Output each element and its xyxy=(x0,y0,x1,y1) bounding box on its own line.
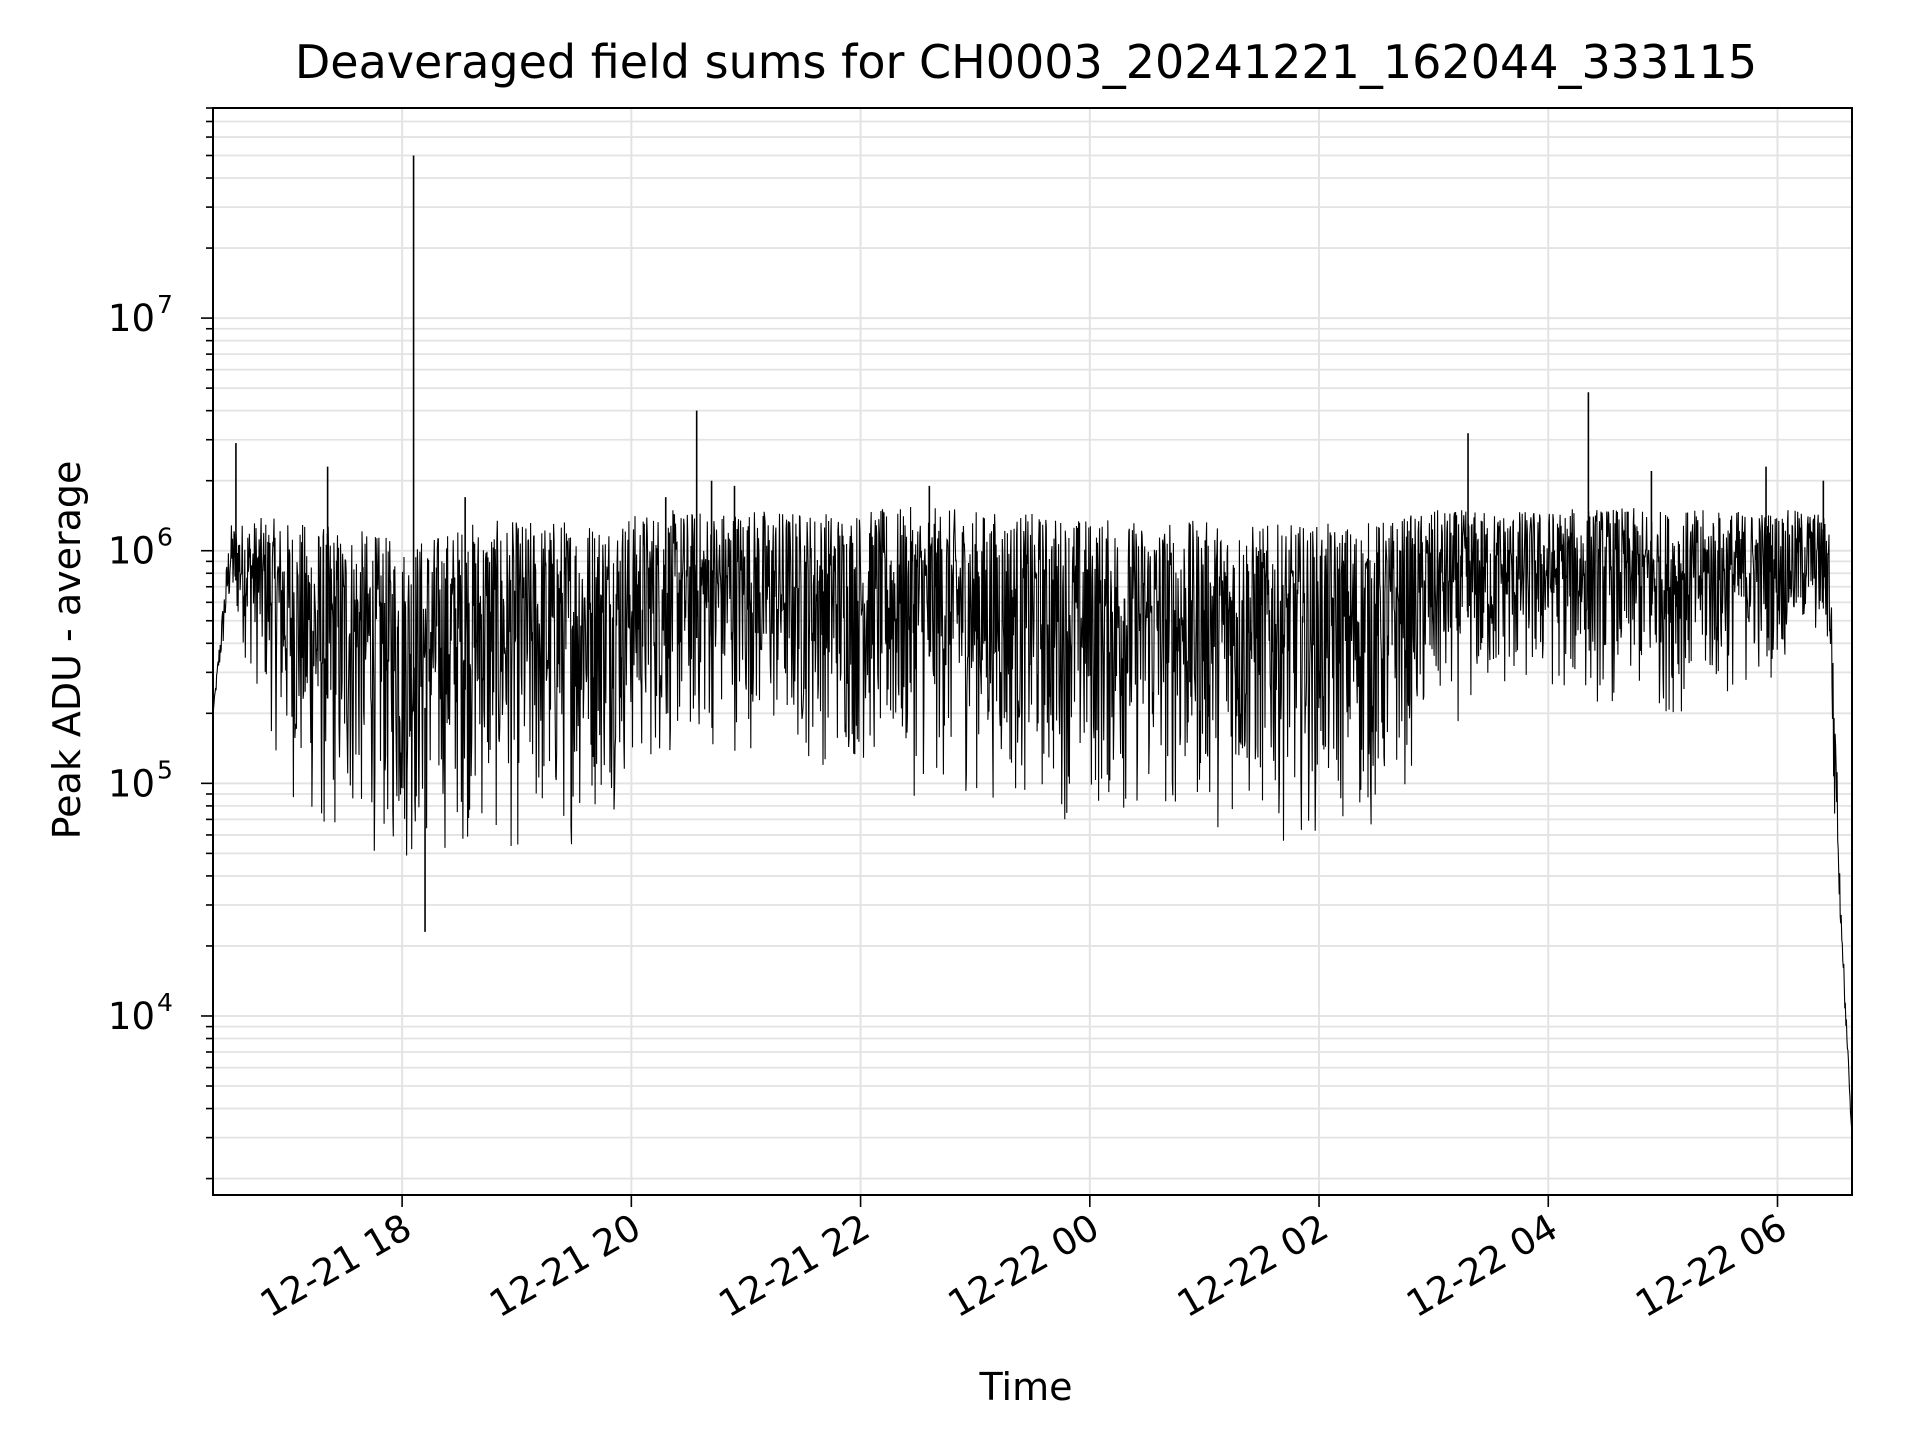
y-tick-label: 10 xyxy=(108,762,155,805)
data-layer xyxy=(212,155,1853,1138)
y-tick-label: 10 xyxy=(108,530,155,573)
y-tick-label: 10 xyxy=(108,297,155,340)
chart-title: Deaveraged field sums for CH0003_2024122… xyxy=(295,35,1757,89)
x-axis-label: Time xyxy=(979,1365,1073,1409)
series-line xyxy=(212,506,1853,1138)
plot-frame xyxy=(212,107,1853,1196)
y-tick-exponent: 7 xyxy=(157,290,173,319)
y-axis-label: Peak ADU - average xyxy=(45,461,89,840)
y-tick-exponent: 4 xyxy=(157,988,173,1017)
y-tick-label: 10 xyxy=(108,995,155,1038)
y-tick-exponent: 5 xyxy=(157,755,173,784)
y-tick-exponent: 6 xyxy=(157,523,173,552)
